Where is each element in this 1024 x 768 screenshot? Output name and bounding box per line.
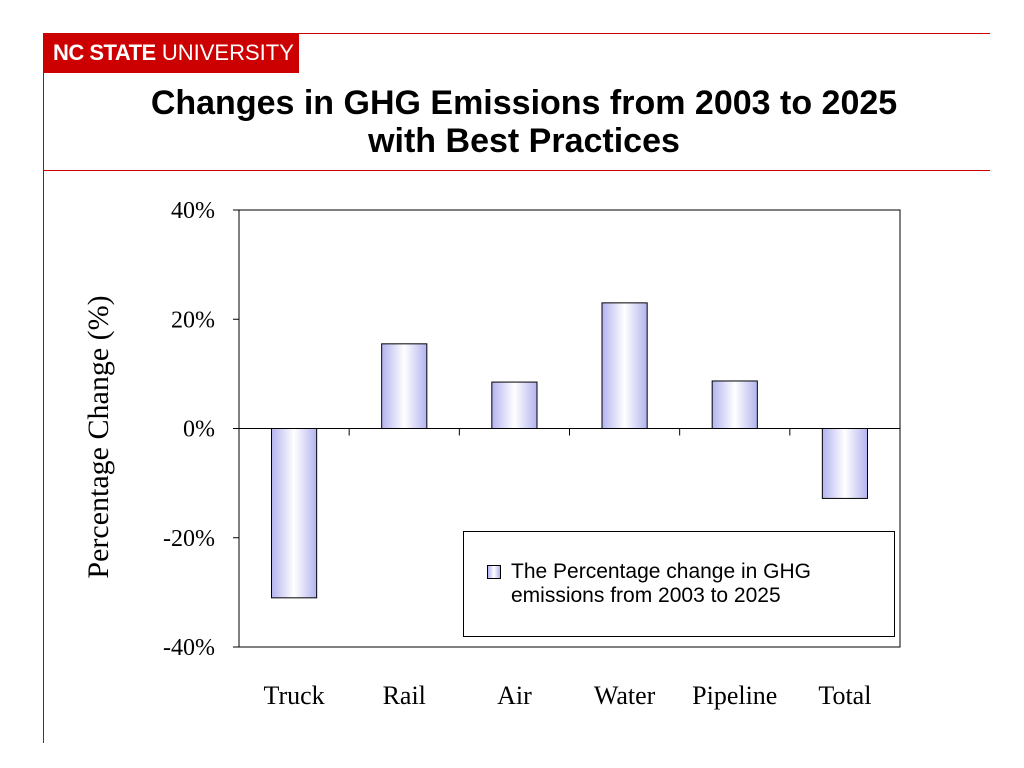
x-tick-label: Total (818, 681, 871, 710)
y-tick-label: 0% (183, 417, 215, 443)
bar-rail (381, 343, 428, 429)
slide-title-line2: with Best Practices (368, 122, 680, 160)
y-axis-label: Percentage Change (%) (82, 295, 115, 578)
logo-bold-text: NC STATE (53, 40, 156, 65)
x-tick-label: Rail (383, 681, 426, 710)
legend: The Percentage change in GHG emissions f… (463, 531, 895, 637)
bar-total (821, 428, 869, 499)
y-tick-label: 40% (171, 198, 215, 224)
left-margin-rule (43, 73, 44, 743)
bar-pipeline (711, 380, 758, 430)
logo-regular-text: UNIVERSITY (161, 40, 294, 65)
slide-title-line1: Changes in GHG Emissions from 2003 to 20… (150, 84, 898, 122)
x-tick-label: Air (497, 681, 532, 710)
header-rule-top (299, 33, 990, 34)
bar-water (601, 302, 648, 429)
bar-air (491, 381, 538, 430)
plot-area: 40% 20% 0% -20% -40% Truck Rail Air Water Pipelin… (163, 198, 901, 710)
nc-state-logo: NC STATE UNIVERSITY (43, 33, 299, 73)
bar-truck (270, 428, 318, 599)
y-tick-label: 20% (171, 307, 215, 333)
legend-label: The Percentage change in GHG emissions f… (511, 560, 812, 607)
y-tick-label: -40% (163, 635, 215, 661)
x-tick-label: Pipeline (692, 681, 777, 710)
slide-title: Changes in GHG Emissions from 2003 to 20… (44, 84, 1004, 160)
legend-swatch (487, 565, 501, 579)
title-divider-rule (43, 170, 990, 171)
y-tick-label: -20% (163, 526, 215, 552)
x-tick-label: Water (594, 681, 656, 710)
x-tick-label: Truck (263, 681, 324, 710)
